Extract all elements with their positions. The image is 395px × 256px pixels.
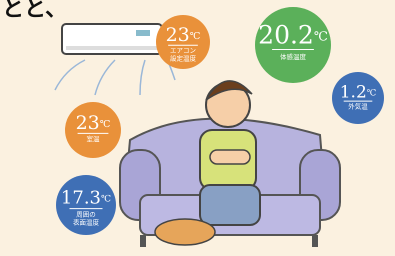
temperature-value: 23 [76,112,100,134]
header-text: とと、 [2,0,67,22]
temperature-bubble: 1.2℃ 外気温 [332,72,384,124]
bubble-label: 体感温度 [280,52,307,61]
bubble-label: 外気温 [348,101,368,110]
temperature-unit: ℃ [100,118,111,129]
temperature-unit: ℃ [314,28,328,43]
bubble-label: 室温 [87,134,101,143]
temperature-value: 1.2 [340,82,367,102]
temperature-unit: ℃ [101,194,111,204]
temperature-value: 20.2 [258,20,314,49]
temperature-unit: ℃ [367,88,377,98]
bubble-label: 周囲の [76,211,96,219]
bubble-label: 設定温度 [170,54,197,63]
temperature-value: 17.3 [61,187,101,208]
bubble-label: 表面温度 [73,218,100,227]
temperature-value: 23 [166,24,190,46]
illustration: とと、 23℃エアコン設定温度20.2℃体感温度1.2℃外気温23℃室温17.3… [0,0,395,256]
cat [155,219,215,245]
bubble-label: エアコン [170,47,196,55]
temperature-bubble: 20.2℃ 体感温度 [255,7,331,83]
temperature-unit: ℃ [190,31,201,42]
temperature-bubble: 23℃ 室温 [65,102,121,158]
